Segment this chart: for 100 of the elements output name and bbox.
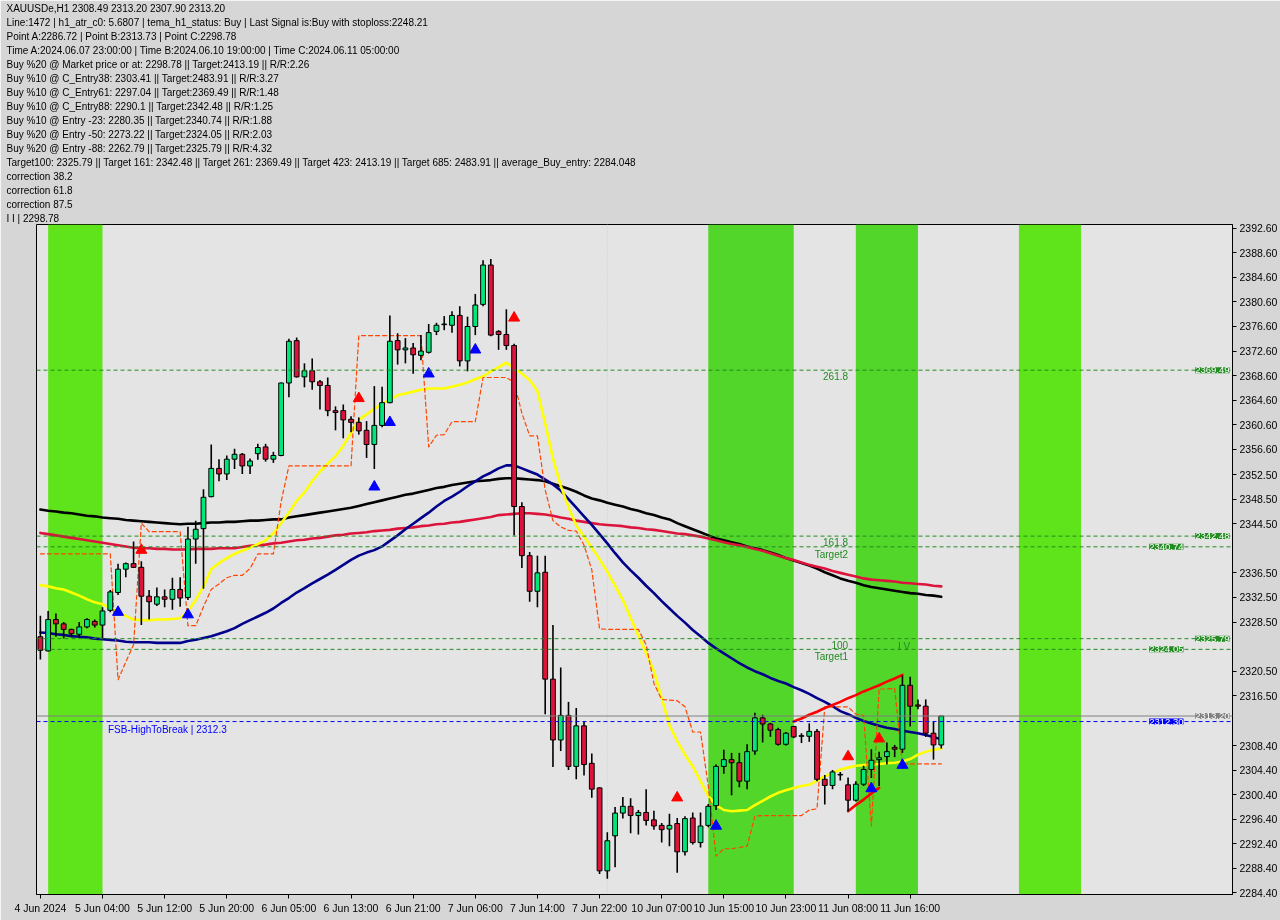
text: I I | 2298.78	[6, 213, 60, 224]
point	[469, 342, 482, 354]
point	[873, 731, 886, 743]
x-tick-label: 11 Jun 08:00	[818, 901, 879, 914]
candlestick	[348, 415, 354, 433]
x-tick-label: 6 Jun 21:00	[385, 901, 441, 914]
y-tick-label: 2292.40	[1239, 837, 1278, 850]
y-tick-label: 2388.60	[1239, 246, 1278, 259]
annotation: 261.8	[823, 371, 849, 383]
x-tick-label: 7 Jun 14:00	[509, 901, 566, 914]
y-tick-label: 2392.60	[1239, 222, 1278, 235]
point	[368, 480, 381, 491]
text: correction 61.8	[6, 185, 74, 196]
y-tick-label: 2284.40	[1239, 886, 1278, 899]
y-tick-label: 2380.60	[1239, 295, 1278, 308]
x-tick-label: 5 Jun 04:00	[75, 901, 131, 914]
x-tick-label: 7 Jun 06:00	[447, 901, 503, 914]
candlestick	[845, 776, 851, 813]
y-tick-label: 2316.50	[1239, 689, 1278, 702]
candlestick	[651, 809, 657, 831]
text: XAUUSDe,H1 2308.49 2313.20 2307.90 2313.20	[6, 3, 226, 14]
point	[710, 819, 723, 830]
point	[352, 391, 365, 403]
y-tick-label: 2364.60	[1239, 394, 1278, 407]
x-tick-label: 10 Jun 15:00	[693, 901, 755, 914]
text: Buy %20 @ Entry -88: 2262.79 || Target:2325.79 || R/R:4.32	[6, 143, 273, 154]
point	[508, 311, 521, 322]
y-tick-label: 2376.60	[1239, 320, 1278, 333]
candlestick	[612, 806, 618, 868]
text: Buy %10 @ C_Entry88: 2290.1 || Target:2342.48 || R/R:1.25	[6, 101, 274, 112]
text: Buy %20 @ Market price or at: 2298.78 || Target:2413.19 || R/R:2.26	[6, 59, 310, 70]
y-tick-label: 2344.50	[1239, 517, 1278, 530]
candlestick	[146, 589, 153, 621]
y-tick-label: 2384.60	[1239, 271, 1278, 284]
point	[896, 758, 909, 769]
candlestick	[107, 589, 114, 613]
ref-line-label: 2324.05	[1149, 643, 1184, 655]
ref-line-label: 2340.74	[1149, 540, 1184, 552]
annotation: I V	[897, 640, 911, 652]
ref-line-label: 2312.30	[1149, 715, 1184, 727]
x-tick-label: 11 Jun 16:00	[880, 901, 941, 914]
ref-line-label: 2342.48	[1195, 530, 1230, 542]
text: Buy %10 @ C_Entry38: 2303.41 || Target:2483.91 || R/R:3.27	[6, 73, 280, 84]
x-tick-label: 6 Jun 05:00	[261, 901, 317, 914]
x-tick-label: 10 Jun 07:00	[631, 901, 693, 914]
y-tick-label: 2360.60	[1239, 418, 1278, 431]
candlestick	[418, 334, 424, 362]
y-tick-label: 2296.40	[1239, 813, 1278, 826]
candlestick	[379, 385, 385, 429]
y-tick-label: 2328.50	[1239, 616, 1278, 629]
y-tick-label: 2372.60	[1239, 345, 1278, 358]
point	[112, 605, 125, 616]
candlestick	[177, 576, 184, 608]
candlestick	[130, 540, 137, 569]
y-tick-label: 2304.40	[1239, 764, 1278, 777]
point	[383, 415, 396, 427]
y-tick-label: 2336.50	[1239, 566, 1278, 579]
text: correction 38.2	[6, 171, 74, 182]
point	[422, 366, 435, 378]
candlestick	[907, 675, 914, 728]
point	[842, 749, 855, 761]
y-tick-label: 2348.50	[1239, 493, 1278, 506]
y-tick-label: 2288.40	[1239, 862, 1278, 875]
candlestick	[884, 741, 890, 766]
text: Buy %10 @ Entry -23: 2280.35 || Target:2340.74 || R/R:1.88	[6, 115, 273, 126]
candlestick	[619, 796, 626, 820]
annotation: 161.8	[823, 537, 849, 549]
y-tick-label: 2356.60	[1239, 443, 1278, 456]
point	[671, 790, 684, 802]
text: correction 87.5	[6, 199, 74, 210]
x-tick-label: 10 Jun 23:00	[755, 901, 817, 914]
candlestick	[115, 562, 121, 596]
candlestick	[317, 379, 323, 411]
annotation: FSB-HighToBreak | 2312.3	[108, 723, 228, 735]
ref-line-label: 2313.20	[1195, 710, 1230, 722]
candlestick	[643, 788, 650, 827]
candlestick	[705, 803, 712, 829]
annotation: Target2	[814, 548, 849, 560]
y-tick-label: 2332.50	[1239, 591, 1278, 604]
text: Point A:2286.72 | Point B:2313.73 | Point C:2298.78	[6, 31, 237, 42]
candlestick	[192, 519, 199, 565]
point	[181, 607, 194, 619]
point	[865, 781, 878, 793]
text: Buy %10 @ C_Entry61: 2297.04 || Target:2369.49 || R/R:1.48	[6, 87, 280, 98]
x-tick-label: 5 Jun 12:00	[137, 901, 193, 914]
text: Time A:2024.06.07 23:00:00 | Time B:2024.06.10 19:00:00 | Time C:2024.06.11 05:00:00	[6, 45, 400, 56]
text: Buy %20 @ Entry -50: 2273.22 || Target:2324.05 || R/R:2.03	[6, 129, 273, 140]
candlestick	[806, 722, 813, 743]
y-tick-label: 2300.40	[1239, 788, 1278, 801]
annotation: Target1	[814, 651, 849, 663]
text: Target100: 2325.79 || Target 161: 2342.48 || Target 261: 2369.49 || Target 423: 2413.19 || Target 685: 2483.91 || average_Buy_entry: 2284.048	[6, 157, 636, 168]
y-tick-label: 2368.60	[1239, 369, 1278, 382]
annotation: 100	[831, 639, 849, 651]
ref-line-label: 2369.49	[1195, 364, 1230, 376]
candlestick	[720, 749, 727, 775]
line-series	[792, 673, 904, 723]
x-tick-label: 4 Jun 2024	[14, 901, 67, 914]
x-tick-label: 5 Jun 20:00	[199, 901, 255, 914]
y-tick-label: 2320.50	[1239, 665, 1278, 678]
point	[135, 543, 148, 554]
